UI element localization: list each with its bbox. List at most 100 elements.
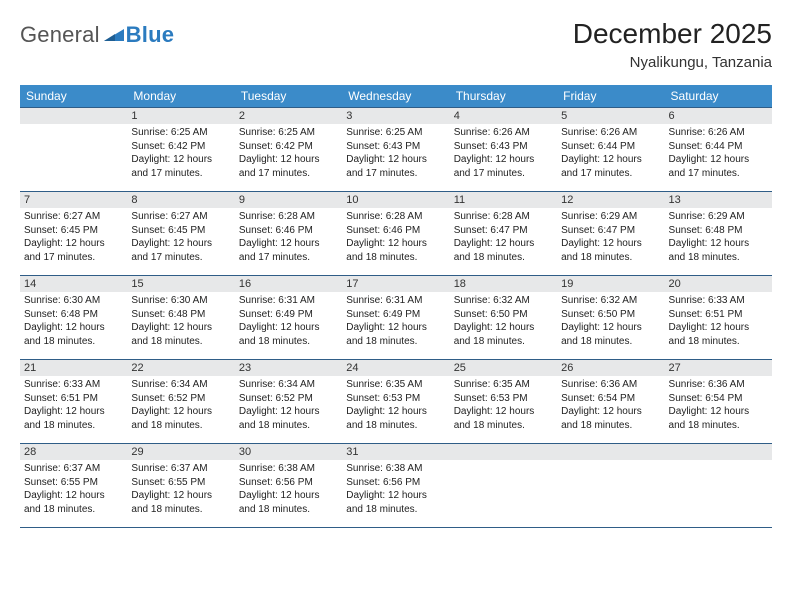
day-number: 9 <box>235 192 342 208</box>
day-number <box>665 444 772 460</box>
location-label: Nyalikungu, Tanzania <box>573 54 772 71</box>
day-cell-body: Sunrise: 6:30 AMSunset: 6:48 PMDaylight:… <box>127 292 234 352</box>
day-info-line: Sunset: 6:51 PM <box>669 308 768 322</box>
day-info-line: Sunrise: 6:36 AM <box>669 378 768 392</box>
day-info-line: Daylight: 12 hours and 18 minutes. <box>239 489 338 516</box>
day-info-line: Sunrise: 6:27 AM <box>24 210 123 224</box>
day-number: 17 <box>342 276 449 292</box>
day-number: 13 <box>665 192 772 208</box>
calendar-day-cell: 10Sunrise: 6:28 AMSunset: 6:46 PMDayligh… <box>342 192 449 276</box>
day-cell-body: Sunrise: 6:27 AMSunset: 6:45 PMDaylight:… <box>20 208 127 268</box>
calendar-day-cell <box>450 444 557 528</box>
day-info-line: Sunset: 6:49 PM <box>239 308 338 322</box>
day-cell-body: Sunrise: 6:36 AMSunset: 6:54 PMDaylight:… <box>665 376 772 436</box>
day-number: 10 <box>342 192 449 208</box>
day-info-line: Sunrise: 6:28 AM <box>239 210 338 224</box>
day-cell-body: Sunrise: 6:33 AMSunset: 6:51 PMDaylight:… <box>665 292 772 352</box>
day-info-line: Sunset: 6:48 PM <box>669 224 768 238</box>
calendar-week-row: 21Sunrise: 6:33 AMSunset: 6:51 PMDayligh… <box>20 360 772 444</box>
day-info-line: Sunrise: 6:33 AM <box>24 378 123 392</box>
day-info-line: Sunset: 6:56 PM <box>346 476 445 490</box>
calendar-day-cell: 1Sunrise: 6:25 AMSunset: 6:42 PMDaylight… <box>127 108 234 192</box>
day-info-line: Daylight: 12 hours and 17 minutes. <box>239 237 338 264</box>
day-info-line: Sunset: 6:42 PM <box>239 140 338 154</box>
weekday-header: Friday <box>557 85 664 108</box>
day-number: 22 <box>127 360 234 376</box>
day-info-line: Sunset: 6:45 PM <box>24 224 123 238</box>
calendar-day-cell: 6Sunrise: 6:26 AMSunset: 6:44 PMDaylight… <box>665 108 772 192</box>
day-info-line: Sunset: 6:42 PM <box>131 140 230 154</box>
day-info-line: Daylight: 12 hours and 18 minutes. <box>669 237 768 264</box>
day-number: 20 <box>665 276 772 292</box>
day-cell-body: Sunrise: 6:28 AMSunset: 6:47 PMDaylight:… <box>450 208 557 268</box>
day-info-line: Sunrise: 6:25 AM <box>239 126 338 140</box>
weekday-header: Wednesday <box>342 85 449 108</box>
day-cell-body: Sunrise: 6:37 AMSunset: 6:55 PMDaylight:… <box>127 460 234 520</box>
day-cell-body <box>450 460 557 466</box>
day-cell-body: Sunrise: 6:26 AMSunset: 6:44 PMDaylight:… <box>665 124 772 184</box>
calendar-day-cell: 5Sunrise: 6:26 AMSunset: 6:44 PMDaylight… <box>557 108 664 192</box>
day-cell-body: Sunrise: 6:29 AMSunset: 6:48 PMDaylight:… <box>665 208 772 268</box>
day-number: 4 <box>450 108 557 124</box>
day-cell-body: Sunrise: 6:31 AMSunset: 6:49 PMDaylight:… <box>235 292 342 352</box>
weekday-header: Monday <box>127 85 234 108</box>
calendar-day-cell: 9Sunrise: 6:28 AMSunset: 6:46 PMDaylight… <box>235 192 342 276</box>
day-info-line: Sunrise: 6:30 AM <box>24 294 123 308</box>
calendar-week-row: 14Sunrise: 6:30 AMSunset: 6:48 PMDayligh… <box>20 276 772 360</box>
brand-glyph-icon <box>104 25 124 45</box>
calendar-day-cell: 17Sunrise: 6:31 AMSunset: 6:49 PMDayligh… <box>342 276 449 360</box>
day-info-line: Daylight: 12 hours and 18 minutes. <box>131 321 230 348</box>
day-cell-body: Sunrise: 6:37 AMSunset: 6:55 PMDaylight:… <box>20 460 127 520</box>
calendar-day-cell: 30Sunrise: 6:38 AMSunset: 6:56 PMDayligh… <box>235 444 342 528</box>
brand-part2: Blue <box>126 22 174 48</box>
day-cell-body: Sunrise: 6:28 AMSunset: 6:46 PMDaylight:… <box>342 208 449 268</box>
day-info-line: Sunrise: 6:29 AM <box>669 210 768 224</box>
day-info-line: Sunrise: 6:31 AM <box>346 294 445 308</box>
day-number: 24 <box>342 360 449 376</box>
brand-logo: General Blue <box>20 18 174 48</box>
day-info-line: Sunset: 6:54 PM <box>669 392 768 406</box>
calendar-day-cell: 29Sunrise: 6:37 AMSunset: 6:55 PMDayligh… <box>127 444 234 528</box>
day-info-line: Sunrise: 6:35 AM <box>454 378 553 392</box>
day-info-line: Daylight: 12 hours and 18 minutes. <box>24 405 123 432</box>
day-info-line: Sunrise: 6:25 AM <box>131 126 230 140</box>
calendar-day-cell: 21Sunrise: 6:33 AMSunset: 6:51 PMDayligh… <box>20 360 127 444</box>
day-info-line: Sunrise: 6:26 AM <box>454 126 553 140</box>
weekday-header: Saturday <box>665 85 772 108</box>
day-info-line: Sunset: 6:47 PM <box>454 224 553 238</box>
day-info-line: Sunrise: 6:33 AM <box>669 294 768 308</box>
day-number: 23 <box>235 360 342 376</box>
day-number: 25 <box>450 360 557 376</box>
day-info-line: Daylight: 12 hours and 18 minutes. <box>561 321 660 348</box>
day-cell-body: Sunrise: 6:26 AMSunset: 6:43 PMDaylight:… <box>450 124 557 184</box>
day-number: 3 <box>342 108 449 124</box>
day-info-line: Sunset: 6:51 PM <box>24 392 123 406</box>
day-info-line: Daylight: 12 hours and 18 minutes. <box>131 489 230 516</box>
day-cell-body: Sunrise: 6:34 AMSunset: 6:52 PMDaylight:… <box>235 376 342 436</box>
day-info-line: Daylight: 12 hours and 17 minutes. <box>669 153 768 180</box>
title-block: December 2025 Nyalikungu, Tanzania <box>573 18 772 71</box>
weekday-header: Tuesday <box>235 85 342 108</box>
day-number: 11 <box>450 192 557 208</box>
day-cell-body: Sunrise: 6:29 AMSunset: 6:47 PMDaylight:… <box>557 208 664 268</box>
calendar-day-cell: 14Sunrise: 6:30 AMSunset: 6:48 PMDayligh… <box>20 276 127 360</box>
calendar-day-cell: 25Sunrise: 6:35 AMSunset: 6:53 PMDayligh… <box>450 360 557 444</box>
day-number <box>557 444 664 460</box>
day-cell-body <box>557 460 664 466</box>
day-info-line: Sunset: 6:49 PM <box>346 308 445 322</box>
day-info-line: Daylight: 12 hours and 18 minutes. <box>454 237 553 264</box>
day-info-line: Sunrise: 6:36 AM <box>561 378 660 392</box>
day-info-line: Sunset: 6:56 PM <box>239 476 338 490</box>
day-cell-body: Sunrise: 6:25 AMSunset: 6:42 PMDaylight:… <box>127 124 234 184</box>
day-cell-body: Sunrise: 6:32 AMSunset: 6:50 PMDaylight:… <box>450 292 557 352</box>
calendar-day-cell: 16Sunrise: 6:31 AMSunset: 6:49 PMDayligh… <box>235 276 342 360</box>
day-info-line: Sunset: 6:55 PM <box>131 476 230 490</box>
header: General Blue December 2025 Nyalikungu, T… <box>20 18 772 71</box>
day-info-line: Daylight: 12 hours and 18 minutes. <box>561 405 660 432</box>
day-cell-body: Sunrise: 6:36 AMSunset: 6:54 PMDaylight:… <box>557 376 664 436</box>
day-info-line: Sunrise: 6:37 AM <box>24 462 123 476</box>
calendar-day-cell: 11Sunrise: 6:28 AMSunset: 6:47 PMDayligh… <box>450 192 557 276</box>
day-number: 1 <box>127 108 234 124</box>
day-info-line: Sunrise: 6:28 AM <box>454 210 553 224</box>
day-number: 27 <box>665 360 772 376</box>
